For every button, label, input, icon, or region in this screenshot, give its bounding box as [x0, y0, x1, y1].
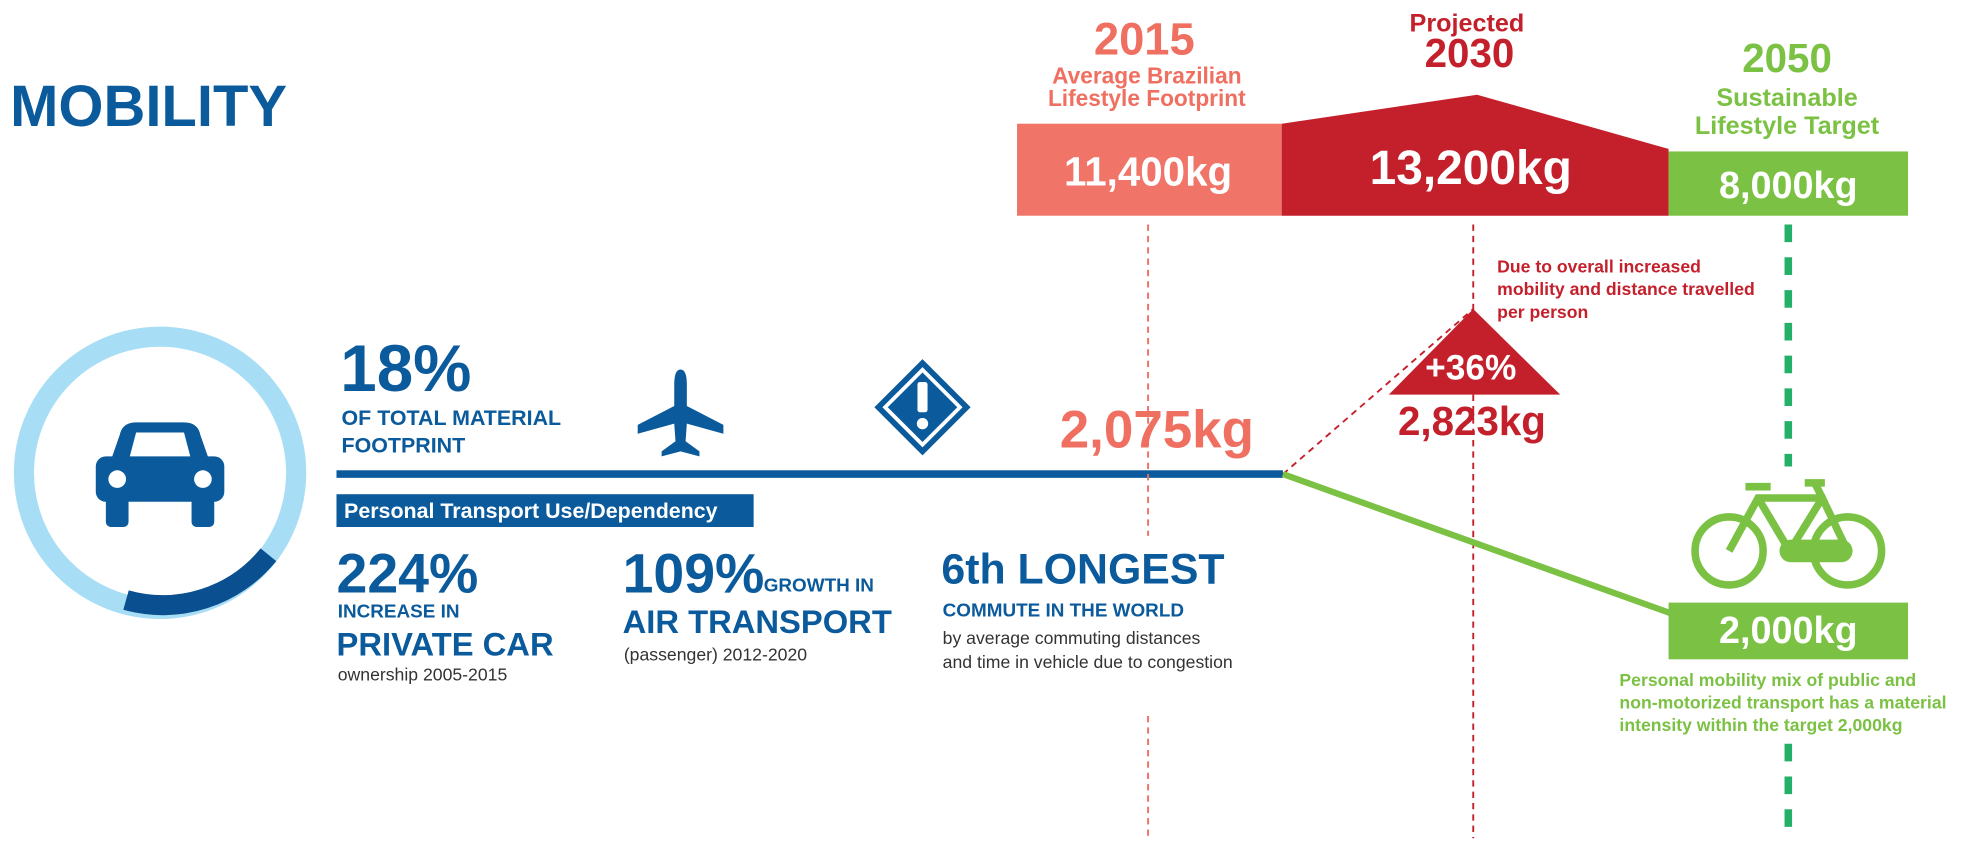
year: 2015: [1094, 13, 1195, 64]
footprint-value: 13,200kg: [1370, 142, 1572, 195]
warning-border: [882, 367, 963, 448]
note: per person: [1497, 302, 1588, 322]
target-value: 2,000kg: [1719, 610, 1858, 652]
year-label: Average Brazilian: [1052, 62, 1241, 88]
car-light: [108, 470, 127, 488]
year: 2030: [1425, 30, 1515, 76]
bike-icon: [1691, 479, 1886, 589]
stat-note: and time in vehicle due to congestion: [943, 652, 1233, 672]
year-label: Lifestyle Footprint: [1048, 85, 1246, 111]
note: mobility and distance travelled: [1497, 279, 1755, 299]
note: Personal mobility mix of public and: [1619, 670, 1916, 690]
footprint-value: 8,000kg: [1719, 165, 1858, 207]
banner: Personal Transport Use/Dependency: [344, 499, 718, 523]
note: Due to overall increased: [1497, 256, 1701, 276]
footprint-box: [1017, 123, 1282, 216]
note: non-motorized transport has a material: [1619, 692, 1946, 712]
stat-label: AIR TRANSPORT: [623, 603, 892, 640]
trend-line: [1282, 308, 1474, 475]
share-label: OF TOTAL MATERIAL: [342, 406, 562, 430]
stat-label: INCREASE IN: [338, 602, 460, 623]
increase-triangle: [1388, 308, 1561, 395]
title: MOBILITY: [10, 75, 287, 139]
increase-value: 2,823kg: [1398, 398, 1546, 444]
stat-value: 6th LONGEST: [941, 546, 1224, 594]
bike-guard: [1779, 539, 1853, 563]
warning-dot: [916, 417, 929, 430]
year: 2050: [1742, 35, 1832, 81]
year-label: Projected: [1410, 10, 1525, 38]
stat-note: by average commuting distances: [943, 628, 1201, 648]
stat-label: GROWTH IN: [764, 575, 874, 596]
trend-line: [1281, 471, 1678, 619]
footprint-value: 11,400kg: [1064, 148, 1232, 194]
car-light: [194, 470, 212, 488]
stat-value: 224%: [336, 543, 478, 605]
note: intensity within the target 2,000kg: [1619, 715, 1902, 735]
year-label: Lifestyle Target: [1695, 112, 1880, 140]
year-label: Sustainable: [1716, 84, 1857, 112]
warning-mark: [917, 382, 928, 413]
plane-icon: [637, 369, 724, 457]
increase-change: +36%: [1425, 349, 1516, 388]
ring-arc: [123, 548, 277, 616]
timeline-bar: [336, 470, 1283, 478]
current-value: 2,075kg: [1060, 401, 1254, 460]
stat-note: ownership 2005-2015: [338, 665, 508, 685]
share-value: 18%: [340, 332, 471, 405]
footprint-box: [1668, 151, 1909, 216]
car-window: [129, 432, 191, 457]
footprint-box: [1281, 94, 1669, 216]
banner-box: [336, 494, 754, 527]
stat-label: COMMUTE IN THE WORLD: [943, 600, 1184, 621]
stat-note: (passenger) 2012-2020: [624, 645, 807, 665]
stat-value: 109%: [623, 543, 765, 605]
target-box: [1668, 602, 1909, 660]
share-label: FOOTPRINT: [342, 434, 466, 458]
stat-label: PRIVATE CAR: [336, 626, 553, 663]
